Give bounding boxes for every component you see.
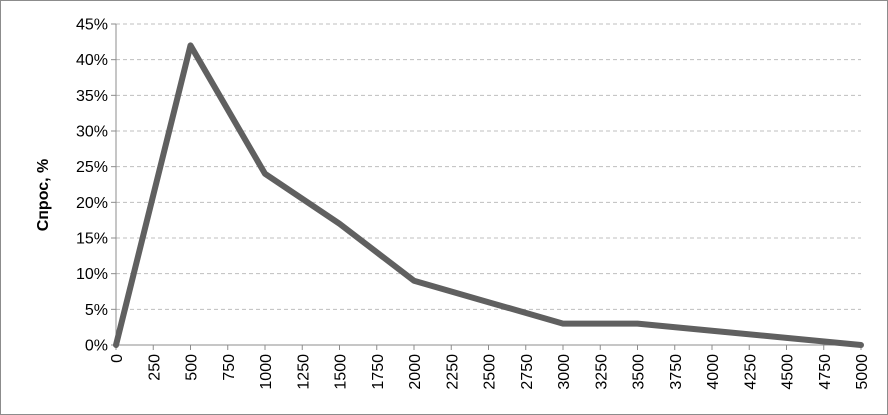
x-tick-label: 3250 (593, 354, 610, 390)
y-axis-label: Спрос, % (35, 159, 52, 232)
x-tick-label: 4500 (780, 354, 797, 390)
y-tick-label: 0% (85, 338, 108, 355)
gridlines (116, 23, 861, 310)
y-tick-label: 45% (76, 17, 108, 34)
y-tick-labels: 0% 5% 10% 15% 20% 25% 30% 35% 40% 45% (76, 17, 108, 355)
x-tick-label: 4750 (817, 354, 834, 390)
axes (111, 23, 862, 350)
y-tick-label: 15% (76, 231, 108, 248)
x-tick-label: 2000 (407, 354, 424, 390)
x-tick-label: 3750 (668, 354, 685, 390)
y-tick-label: 25% (76, 159, 108, 176)
x-tick-label: 4250 (742, 354, 759, 390)
x-tick-label: 750 (221, 354, 238, 381)
y-tick-label: 20% (76, 195, 108, 212)
series-line-0 (113, 42, 864, 348)
x-tick-label: 2250 (444, 354, 461, 390)
x-tick-label: 3500 (631, 354, 648, 390)
y-tick-label: 40% (76, 52, 108, 69)
x-tick-label: 1000 (258, 354, 275, 390)
x-tick-label: 500 (184, 354, 201, 381)
y-tick-label: 5% (85, 302, 108, 319)
y-tick-label: 30% (76, 124, 108, 141)
y-tick-label: 35% (76, 88, 108, 105)
x-tick-label: 2750 (519, 354, 536, 390)
x-tick-label: 0 (109, 354, 126, 363)
x-tick-label: 4000 (705, 354, 722, 390)
x-tick-label: 2500 (482, 354, 499, 390)
x-tick-label: 1500 (333, 354, 350, 390)
x-tick-label: 3000 (556, 354, 573, 390)
x-tick-label: 250 (146, 354, 163, 381)
x-tick-label: 1750 (370, 354, 387, 390)
x-tick-label: 1250 (295, 354, 312, 390)
y-tick-label: 10% (76, 266, 108, 283)
x-tick-label: 5000 (854, 354, 871, 390)
x-tick-labels: 0 250 500 750 1000 1250 1500 1750 2000 2250 2500 27… (109, 354, 871, 390)
series-layer (113, 42, 864, 348)
